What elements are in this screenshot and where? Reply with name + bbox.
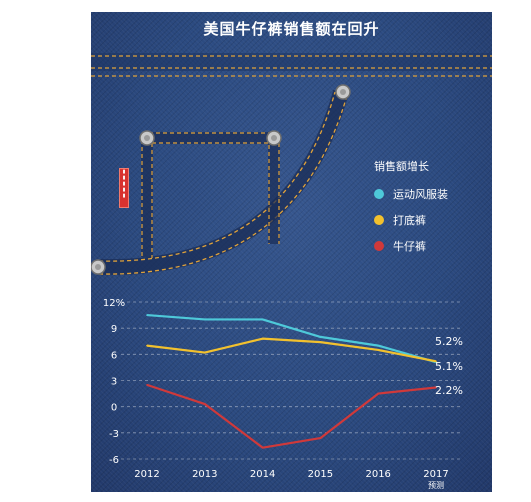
x-tick-label: 2012 [134, 469, 159, 480]
data-point [146, 344, 148, 347]
x-tick-label: 2014 [250, 469, 275, 480]
legend-item-jeans: 牛仔裤 [374, 238, 448, 254]
coin-pocket-stitch [151, 142, 270, 258]
x-tick-label: 2017 [423, 469, 448, 480]
x-tick-label: 2016 [365, 469, 390, 480]
data-point [319, 437, 322, 439]
denim-pocket-decoration [91, 53, 492, 276]
infographic-panel: ▮ ▮ ▮ ▮ ▮ 美国牛仔裤销售额在回升 销售额增长 运动风服装 打底裤 牛仔裤 12… [91, 12, 492, 492]
data-point [146, 384, 148, 386]
y-tick-label: -6 [109, 455, 119, 466]
data-point [204, 403, 206, 405]
rivet [266, 130, 282, 146]
rivet [91, 259, 106, 275]
data-point [261, 318, 264, 321]
seam-band [91, 53, 492, 71]
page-title: 美国牛仔裤销售额在回升 [203, 20, 380, 38]
y-tick-label: 3 [111, 377, 117, 388]
legend-label: 牛仔裤 [393, 240, 426, 253]
pocket-curve-band [98, 89, 349, 276]
data-point [319, 341, 322, 343]
rivet [139, 130, 155, 146]
data-point [377, 349, 380, 351]
red-tab-logo: ▮ ▮ ▮ ▮ ▮ [119, 168, 129, 208]
data-label: 5.1% [435, 360, 463, 373]
legend-label: 打底裤 [393, 214, 426, 227]
legend-label: 运动风服装 [393, 188, 448, 201]
series-line [146, 337, 437, 363]
x-tick-label: 2015 [308, 469, 333, 480]
y-tick-label: 12% [103, 298, 125, 309]
legend-title: 销售额增长 [374, 160, 429, 173]
y-tick-label: 0 [111, 403, 117, 414]
data-point [377, 392, 380, 395]
data-point [435, 360, 437, 363]
data-point [204, 318, 206, 321]
data-point [435, 386, 437, 389]
legend-swatch [374, 215, 384, 225]
pocket-curve-stitch [98, 91, 349, 275]
data-point [146, 314, 148, 316]
data-point [261, 337, 264, 340]
x-tick-sublabel: 预测 [428, 480, 444, 490]
legend: 销售额增长 运动风服装 打底裤 牛仔裤 [374, 158, 448, 264]
y-tick-label: -3 [109, 429, 119, 440]
data-label: 5.2% [435, 335, 463, 348]
data-label: 2.2% [435, 384, 463, 397]
rivet [335, 84, 351, 100]
legend-swatch [374, 189, 384, 199]
x-tick-label: 2013 [192, 469, 217, 480]
legend-item-leggings: 打底裤 [374, 212, 448, 228]
data-point [261, 446, 264, 449]
data-point [377, 344, 380, 347]
data-point [319, 336, 322, 338]
legend-swatch [374, 241, 384, 251]
series-line [146, 383, 437, 449]
y-tick-label: 9 [111, 324, 117, 335]
legend-item-sportswear: 运动风服装 [374, 186, 448, 202]
data-point [204, 351, 206, 354]
series-line [146, 313, 437, 364]
y-tick-label: 6 [111, 350, 117, 361]
